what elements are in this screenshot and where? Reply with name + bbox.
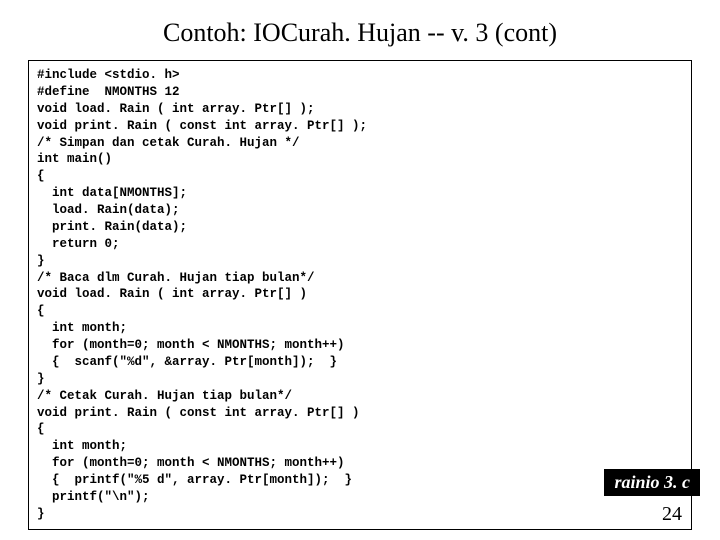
- slide-title: Contoh: IOCurah. Hujan -- v. 3 (cont): [0, 0, 720, 60]
- code-listing: #include <stdio. h> #define NMONTHS 12 v…: [28, 60, 692, 530]
- filename-badge: rainio 3. c: [604, 469, 700, 496]
- page-number: 24: [662, 503, 682, 526]
